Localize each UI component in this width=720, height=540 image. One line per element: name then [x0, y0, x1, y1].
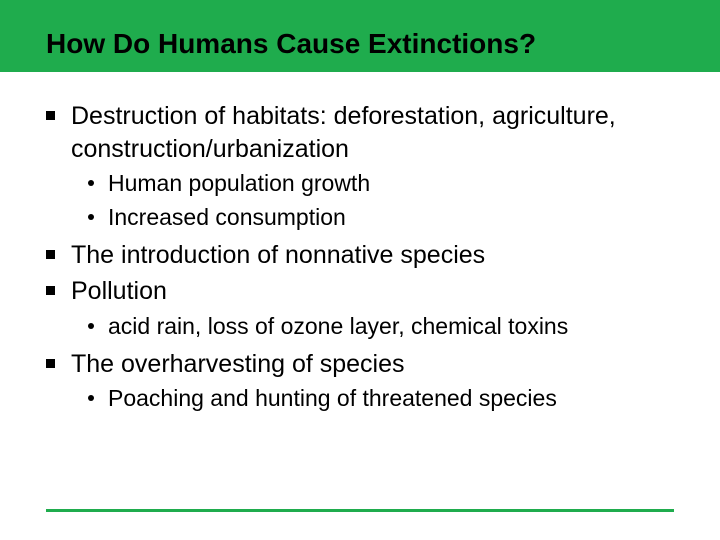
square-bullet-icon: [46, 111, 55, 120]
main-bullet: The overharvesting of species: [46, 348, 674, 381]
sub-list: Human population growth Increased consum…: [46, 169, 674, 233]
sub-bullet: acid rain, loss of ozone layer, chemical…: [88, 312, 674, 342]
dot-bullet-icon: [88, 180, 94, 186]
sub-list: Poaching and hunting of threatened speci…: [46, 384, 674, 414]
slide-title: How Do Humans Cause Extinctions?: [0, 28, 720, 60]
dot-bullet-icon: [88, 395, 94, 401]
square-bullet-icon: [46, 250, 55, 259]
footer-divider: [46, 509, 674, 512]
sub-bullet: Increased consumption: [88, 203, 674, 233]
dot-bullet-icon: [88, 214, 94, 220]
main-bullet-text: The overharvesting of species: [71, 348, 405, 381]
content-area: Destruction of habitats: deforestation, …: [0, 72, 720, 414]
square-bullet-icon: [46, 286, 55, 295]
square-bullet-icon: [46, 359, 55, 368]
main-bullet-text: Pollution: [71, 275, 167, 308]
main-bullet: The introduction of nonnative species: [46, 239, 674, 272]
sub-bullet-text: Increased consumption: [108, 203, 346, 233]
main-bullet: Pollution: [46, 275, 674, 308]
sub-list: acid rain, loss of ozone layer, chemical…: [46, 312, 674, 342]
dot-bullet-icon: [88, 323, 94, 329]
main-bullet-text: Destruction of habitats: deforestation, …: [71, 100, 674, 165]
header-band: How Do Humans Cause Extinctions?: [0, 0, 720, 72]
main-bullet: Destruction of habitats: deforestation, …: [46, 100, 674, 165]
sub-bullet-text: acid rain, loss of ozone layer, chemical…: [108, 312, 568, 342]
sub-bullet: Human population growth: [88, 169, 674, 199]
main-bullet-text: The introduction of nonnative species: [71, 239, 485, 272]
sub-bullet-text: Human population growth: [108, 169, 370, 199]
sub-bullet-text: Poaching and hunting of threatened speci…: [108, 384, 557, 414]
sub-bullet: Poaching and hunting of threatened speci…: [88, 384, 674, 414]
